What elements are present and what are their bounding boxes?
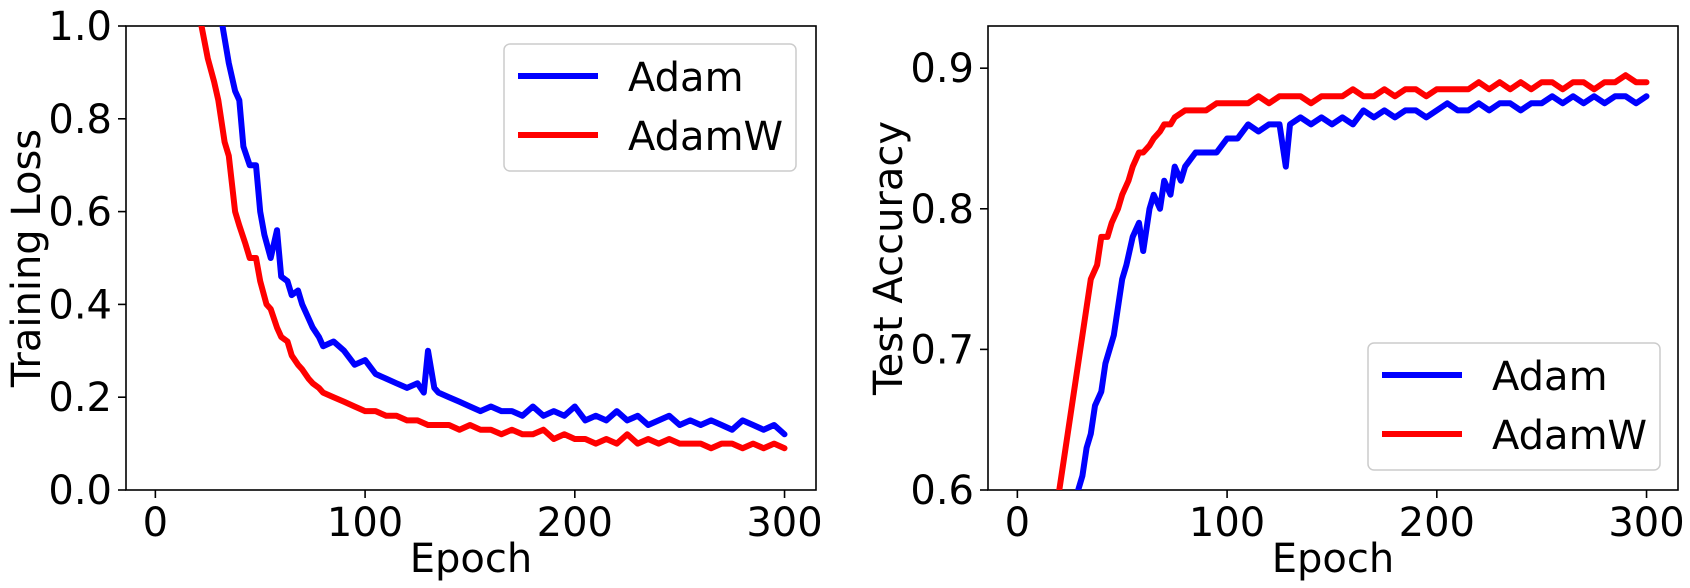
legend: Adam AdamW bbox=[1367, 342, 1661, 471]
y-tick-label: 0.8 bbox=[48, 97, 112, 143]
series-group bbox=[198, 26, 788, 452]
legend-label-adamw: AdamW bbox=[628, 114, 783, 160]
x-tick-label: 300 bbox=[746, 500, 822, 546]
x-tick-label: 200 bbox=[1399, 500, 1475, 546]
series-line-adam bbox=[1075, 93, 1650, 490]
y-axis: 0.0 0.2 0.4 0.6 0.8 1.0 bbox=[48, 4, 126, 514]
x-tick-label: 300 bbox=[1608, 500, 1684, 546]
y-tick-label: 0.0 bbox=[48, 468, 112, 514]
plot-frame bbox=[125, 25, 817, 491]
y-tick-label: 0.2 bbox=[48, 375, 112, 421]
legend-label-adam: Adam bbox=[1492, 354, 1608, 400]
series-line-adam bbox=[219, 26, 788, 438]
series-group bbox=[1056, 72, 1650, 490]
x-axis: 0 100 200 300 bbox=[1005, 490, 1685, 546]
x-axis-label: Epoch bbox=[1272, 536, 1394, 582]
training-loss-panel: 0 100 200 300 0.0 0.2 0.4 0.6 0.8 1.0 Epoch Trai… bbox=[4, 4, 823, 582]
y-tick-label: 0.9 bbox=[910, 46, 974, 92]
x-tick-label: 0 bbox=[143, 500, 168, 546]
y-tick-label: 0.4 bbox=[48, 282, 112, 328]
y-tick-label: 1.0 bbox=[48, 4, 112, 50]
y-tick-label: 0.6 bbox=[48, 190, 112, 236]
x-tick-label: 100 bbox=[1189, 500, 1265, 546]
y-axis: 0.6 0.7 0.8 0.9 bbox=[910, 46, 988, 514]
y-axis-label: Training Loss bbox=[4, 129, 50, 388]
legend-label-adamw: AdamW bbox=[1492, 413, 1647, 459]
plot-frame bbox=[987, 25, 1679, 491]
y-tick-label: 0.6 bbox=[910, 468, 974, 514]
y-tick-label: 0.8 bbox=[910, 187, 974, 233]
legend: Adam AdamW bbox=[503, 43, 797, 172]
y-axis-label: Test Accuracy bbox=[866, 121, 912, 396]
test-accuracy-panel: 0 100 200 300 0.6 0.7 0.8 0.9 Epoch Test Accur… bbox=[866, 25, 1685, 582]
series-line-adamw bbox=[198, 26, 788, 452]
y-tick-label: 0.7 bbox=[910, 327, 974, 373]
x-tick-label: 200 bbox=[537, 500, 613, 546]
legend-label-adam: Adam bbox=[628, 55, 744, 101]
x-tick-label: 100 bbox=[327, 500, 403, 546]
series-line-adamw bbox=[1056, 72, 1650, 490]
x-axis: 0 100 200 300 bbox=[143, 490, 823, 546]
x-tick-label: 0 bbox=[1005, 500, 1030, 546]
x-axis-label: Epoch bbox=[410, 536, 532, 582]
